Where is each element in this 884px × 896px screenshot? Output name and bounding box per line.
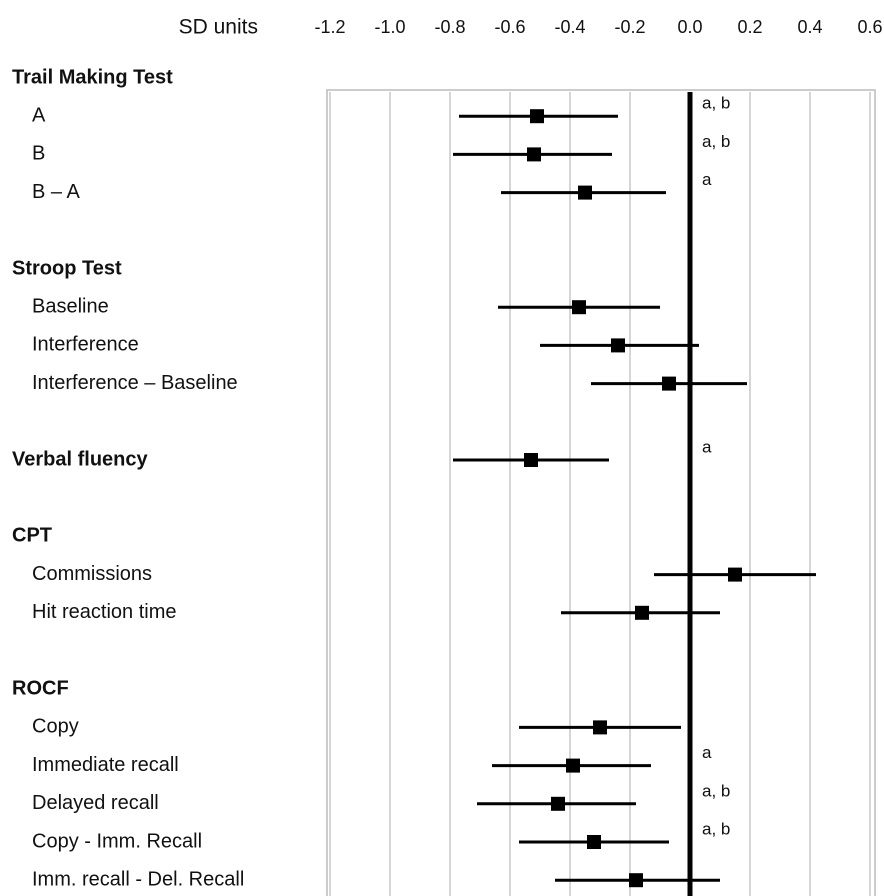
annotation: a, b [702,819,730,838]
row-label: Immediate recall [32,754,179,776]
x-tick-label: -1.2 [314,17,345,37]
point-estimate [524,453,538,467]
x-tick-label: -0.6 [494,17,525,37]
point-estimate [593,720,607,735]
row-label: Interference – Baseline [32,372,238,394]
point-estimate [587,835,601,849]
annotation: a, b [702,132,730,151]
row-label: Imm. recall - Del. Recall [32,868,244,890]
row-label: B – A [32,181,80,203]
x-tick-label: 0.4 [797,17,822,37]
annotation: a [702,743,712,762]
x-tick-label: 0.2 [737,17,762,37]
x-tick-label: -0.4 [554,17,585,37]
point-estimate [551,796,565,811]
group-label: Verbal fluency [12,448,148,470]
plot-frame [326,89,876,896]
group-label: ROCF [12,677,69,699]
point-estimate [566,758,580,773]
row-label: B [32,143,45,165]
row-label: A [32,104,46,126]
row-label: Hit reaction time [32,601,177,623]
annotation: a, b [702,94,730,113]
group-label: Trail Making Test [12,66,173,88]
annotation: a [702,437,712,456]
x-tick-label: -0.2 [614,17,645,37]
row-label: Copy [32,716,79,738]
point-estimate [527,147,541,162]
point-estimate [662,376,676,391]
x-axis-label: SD units [179,16,258,39]
x-tick-label: -0.8 [434,17,465,37]
row-label: Interference [32,334,139,356]
point-estimate [611,338,625,353]
point-estimate [728,567,742,582]
x-tick-label: 0.0 [677,17,702,37]
point-estimate [629,873,643,888]
x-tick-label: 0.6 [857,17,882,37]
row-label: Commissions [32,563,152,585]
x-tick-label: -1.0 [374,17,405,37]
annotation: a [702,170,712,189]
group-label: CPT [12,525,52,547]
point-estimate [572,300,586,315]
annotation: a, b [702,781,730,800]
row-label: Baseline [32,295,109,317]
group-label: Stroop Test [12,257,122,279]
point-estimate [635,605,649,620]
row-label: Copy - Imm. Recall [32,830,202,852]
point-estimate [578,185,592,200]
row-label: Delayed recall [32,792,159,814]
point-estimate [530,109,544,124]
